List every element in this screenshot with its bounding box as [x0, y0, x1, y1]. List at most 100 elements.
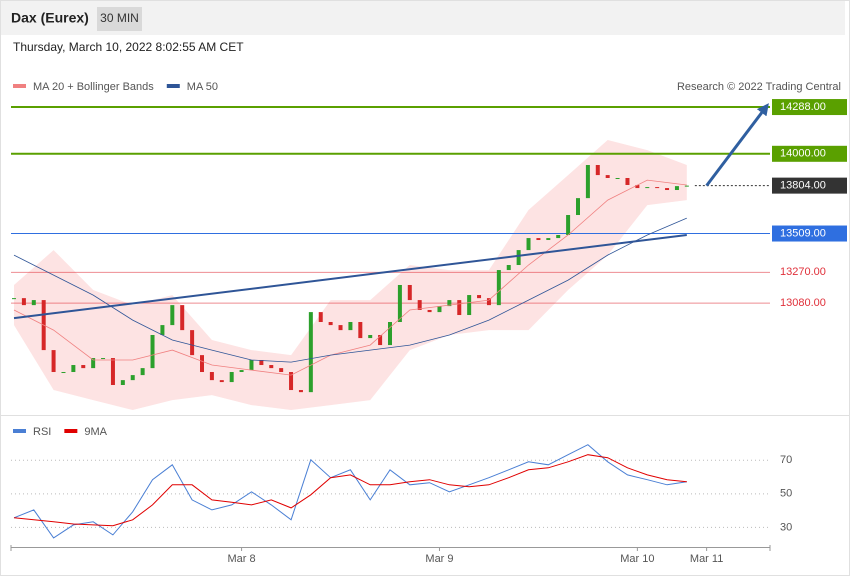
level-box	[772, 99, 847, 116]
candle	[21, 298, 26, 306]
candle	[91, 358, 96, 369]
level-label: 13509.00	[780, 227, 826, 239]
level-label: 14000.00	[780, 148, 826, 160]
candle	[496, 270, 501, 306]
candle	[209, 372, 214, 381]
y-tick-label: 70	[780, 454, 792, 466]
y-tick-label: 30	[780, 521, 792, 533]
candle	[101, 358, 106, 360]
candle	[110, 358, 115, 385]
timeframe-box[interactable]	[97, 7, 142, 31]
x-tick-label: Mar 11	[690, 553, 723, 565]
legend-label: MA 20 + Bollinger Bands	[33, 81, 154, 93]
candle	[407, 284, 412, 301]
candle	[170, 305, 175, 326]
candle	[665, 188, 670, 191]
candle	[625, 177, 630, 185]
x-tick-label: Mar 10	[620, 553, 654, 565]
level-label: 13270.00	[780, 266, 826, 278]
candle	[526, 238, 531, 251]
candle	[437, 306, 442, 313]
candle	[249, 359, 254, 371]
candle	[566, 215, 571, 235]
candle	[51, 350, 56, 373]
candle	[467, 295, 472, 316]
candle	[684, 185, 689, 187]
candle	[348, 322, 353, 331]
candle	[120, 380, 125, 385]
candle	[576, 198, 580, 216]
candle	[279, 368, 284, 373]
candle	[457, 300, 462, 316]
candle	[546, 238, 551, 241]
candle	[31, 300, 36, 306]
level-box	[772, 177, 847, 194]
candle	[595, 165, 600, 176]
candle	[140, 368, 145, 376]
candle	[259, 359, 264, 366]
level-label: 13080.00	[780, 297, 826, 309]
candle	[338, 325, 343, 331]
candle	[308, 312, 313, 393]
line-series	[13, 454, 687, 527]
x-tick-label: Mar 8	[228, 553, 256, 565]
moving-average	[13, 217, 687, 363]
candle	[516, 250, 521, 266]
candle	[486, 298, 491, 306]
legend-label: 9MA	[84, 426, 107, 438]
credit: Research © 2022 Trading Central	[677, 81, 841, 93]
level-label: 13804.00	[780, 180, 826, 192]
candle	[674, 186, 679, 191]
candle	[655, 187, 660, 189]
legend-label: MA 50	[187, 81, 218, 93]
candle	[298, 390, 303, 393]
candle	[61, 372, 66, 374]
candle	[219, 380, 224, 383]
timestamp: Thursday, March 10, 2022 8:02:55 AM CET	[13, 40, 244, 54]
legend-swatch	[166, 84, 180, 88]
candle	[368, 334, 373, 339]
level-box	[772, 145, 847, 162]
moving-average	[13, 179, 687, 376]
candle	[556, 234, 561, 239]
candle	[427, 309, 432, 313]
legend-swatch	[13, 84, 26, 88]
candle	[417, 300, 422, 310]
candle	[239, 370, 244, 373]
legend-label: RSI	[33, 426, 51, 438]
legend-swatch	[64, 429, 78, 433]
candle	[318, 312, 323, 323]
candle	[447, 300, 452, 307]
candle	[645, 187, 650, 189]
forecast-arrow	[705, 103, 769, 187]
candle	[160, 325, 165, 335]
candle	[130, 375, 135, 381]
timeframe[interactable]: 30 MIN	[100, 11, 139, 25]
candle	[605, 175, 610, 178]
candle	[180, 305, 185, 331]
candle	[388, 322, 392, 346]
candle	[506, 265, 511, 271]
y-tick-label: 50	[780, 488, 792, 500]
legend-swatch	[13, 429, 26, 433]
candle	[12, 298, 16, 300]
candle	[536, 238, 541, 241]
x-tick-label: Mar 9	[425, 553, 453, 565]
candle	[397, 284, 402, 323]
candle	[477, 295, 482, 299]
candle	[81, 365, 86, 369]
candle	[190, 330, 195, 356]
candle	[378, 334, 383, 346]
instrument-title: Dax (Eurex)	[11, 10, 89, 26]
candle	[229, 372, 234, 383]
candle	[289, 372, 294, 391]
candle	[615, 177, 620, 179]
line-series	[13, 444, 687, 539]
candle	[269, 365, 274, 369]
candle	[635, 184, 640, 189]
candle	[150, 334, 155, 369]
level-box	[772, 225, 847, 242]
trendline	[13, 234, 687, 320]
candle	[585, 165, 590, 199]
